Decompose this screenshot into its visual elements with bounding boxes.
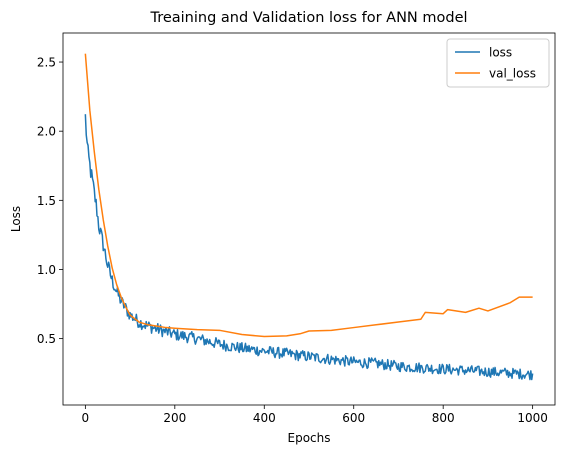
series-line-loss	[84, 114, 534, 381]
legend-label-val_loss: val_loss	[489, 67, 536, 81]
y-tick-label: 1.0	[37, 263, 56, 277]
x-tick-label: 800	[432, 411, 455, 425]
legend-label-loss: loss	[489, 46, 512, 60]
y-axis-label: Loss	[9, 206, 23, 232]
chart-title: Treaining and Validation loss for ANN mo…	[149, 10, 467, 26]
x-tick-label: 600	[342, 411, 365, 425]
x-tick-label: 1000	[517, 411, 548, 425]
y-tick-label: 2.0	[37, 125, 56, 139]
y-tick-label: 1.5	[37, 194, 56, 208]
y-axis-ticks: 0.5 1.0 1.5 2.0 2.5	[37, 56, 63, 346]
y-tick-label: 0.5	[37, 332, 56, 346]
plot-frame	[62, 32, 556, 406]
x-tick-label: 200	[163, 411, 186, 425]
x-tick-label: 0	[82, 411, 90, 425]
plot-area	[62, 32, 556, 406]
x-axis-ticks: 0 200 400 600 800 1000	[82, 405, 548, 425]
legend-box	[446, 38, 550, 88]
series-line-val_loss	[84, 53, 533, 338]
legend: loss val_loss	[446, 38, 550, 88]
y-tick-label: 2.5	[37, 56, 56, 70]
x-tick-label: 400	[253, 411, 276, 425]
x-axis-label: Epochs	[288, 431, 331, 445]
